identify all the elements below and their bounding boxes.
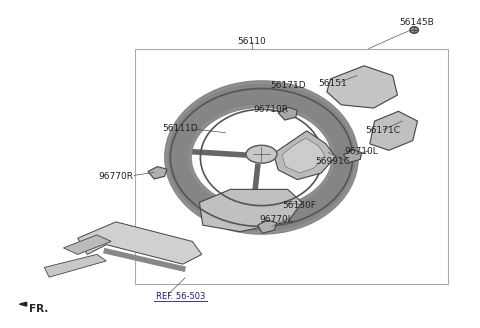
Polygon shape — [148, 167, 167, 179]
Text: 96770L: 96770L — [259, 215, 293, 224]
Polygon shape — [258, 220, 277, 233]
Polygon shape — [278, 107, 297, 120]
Polygon shape — [282, 138, 325, 173]
Polygon shape — [78, 222, 202, 264]
Text: 56130F: 56130F — [283, 201, 317, 210]
Polygon shape — [327, 66, 397, 108]
Polygon shape — [44, 255, 107, 277]
Polygon shape — [63, 235, 111, 255]
Text: 96710R: 96710R — [253, 105, 288, 114]
Polygon shape — [199, 189, 302, 232]
Polygon shape — [370, 111, 418, 150]
Text: 56111D: 56111D — [163, 124, 198, 133]
Text: REF. 56-503: REF. 56-503 — [156, 292, 205, 301]
Text: FR.: FR. — [29, 304, 48, 314]
Text: 56145B: 56145B — [399, 18, 434, 27]
Polygon shape — [344, 150, 362, 162]
Polygon shape — [20, 302, 27, 306]
Ellipse shape — [410, 27, 419, 33]
Text: 56151: 56151 — [319, 79, 348, 88]
Text: 56110: 56110 — [238, 36, 266, 46]
Text: 96710L: 96710L — [345, 147, 379, 156]
Text: 96770R: 96770R — [98, 172, 133, 180]
Ellipse shape — [246, 145, 277, 163]
Polygon shape — [274, 131, 336, 180]
Text: 56171D: 56171D — [270, 81, 306, 90]
Text: 56991C: 56991C — [315, 157, 350, 166]
Text: 56171C: 56171C — [366, 126, 401, 135]
